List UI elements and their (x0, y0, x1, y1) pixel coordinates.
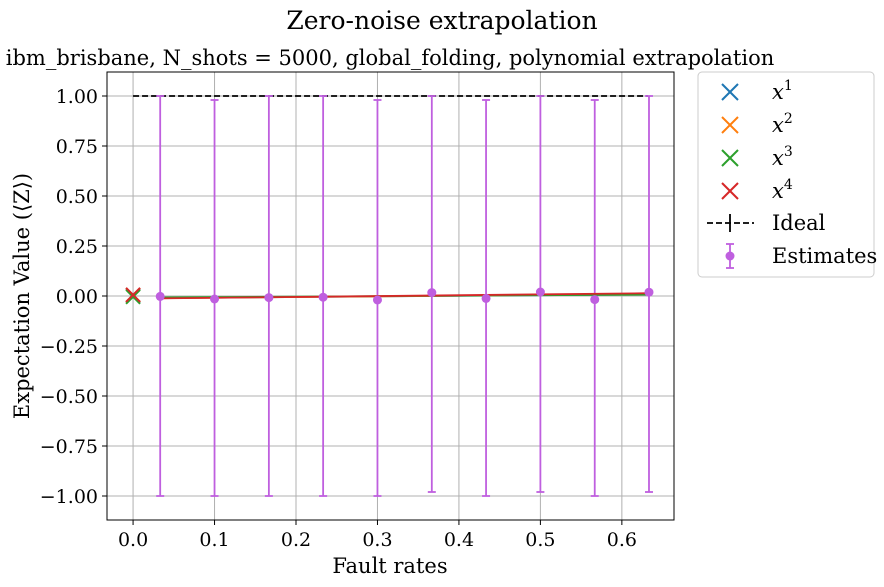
y-tick-label: 0.50 (56, 186, 98, 208)
estimate-point (264, 293, 274, 303)
estimate-point (427, 288, 437, 298)
legend-entry-ideal: Ideal (707, 211, 826, 235)
y-tick-label: −1.00 (40, 486, 98, 508)
y-tick-label: 0.00 (56, 286, 98, 308)
y-tick-label: 0.75 (56, 136, 98, 158)
zne-marker-stroke (125, 289, 141, 305)
y-tick-label: −0.50 (40, 386, 98, 408)
x-tick-label: 0.1 (199, 529, 229, 551)
y-tick-label: 0.25 (56, 236, 98, 258)
x-tick-label: 0.0 (118, 529, 148, 551)
x-tick-label: 0.5 (525, 529, 555, 551)
y-tick-label: −0.25 (40, 336, 98, 358)
legend-frame (697, 71, 875, 278)
chart-title: Zero-noise extrapolation (286, 6, 597, 35)
y-axis-ticks: 1.00 0.75 0.50 0.25 0.00 −0.25 −0.50 −0.75 −1.00 (40, 86, 107, 508)
estimate-points (155, 287, 654, 305)
zne-marker (125, 289, 141, 305)
fit-lines (160, 292, 649, 300)
zne-marker-stroke (125, 287, 141, 303)
x-axis-label: Fault rates (332, 554, 447, 578)
x-axis-ticks: 0.0 0.1 0.2 0.3 0.4 0.5 0.6 (118, 520, 637, 551)
x-tick-label: 0.3 (362, 529, 392, 551)
legend-label: Estimates (772, 244, 877, 268)
estimate-point (644, 287, 654, 297)
estimate-point (210, 294, 220, 304)
zne-markers (125, 287, 141, 305)
legend-entry: x4 (721, 177, 793, 203)
y-tick-label: 1.00 (56, 86, 98, 108)
estimate-point (535, 287, 545, 297)
estimate-point (590, 295, 600, 305)
legend-x-marker (721, 83, 739, 101)
estimate-point (372, 295, 382, 305)
zne-marker (125, 287, 141, 303)
estimate-point (155, 291, 165, 301)
legend-entry-estimates: Estimates (725, 243, 877, 269)
x-tick-label: 0.2 (281, 529, 311, 551)
fit-line (160, 292, 649, 300)
x-tick-label: 0.4 (444, 529, 474, 551)
legend-x-marker (721, 182, 739, 200)
estimate-point (318, 292, 328, 302)
estimate-point (481, 293, 491, 303)
x-tick-label: 0.6 (607, 529, 637, 551)
y-tick-label: −0.75 (40, 436, 98, 458)
legend-label: Ideal (772, 211, 826, 235)
chart-subtitle: ibm_brisbane, N_shots = 5000, global_fol… (6, 46, 774, 70)
legend-x-marker (721, 116, 739, 134)
legend-estimate-point (725, 251, 735, 261)
y-axis-label: Expectation Value (⟨Z⟩) (10, 173, 34, 419)
legend-x-marker (721, 149, 739, 167)
